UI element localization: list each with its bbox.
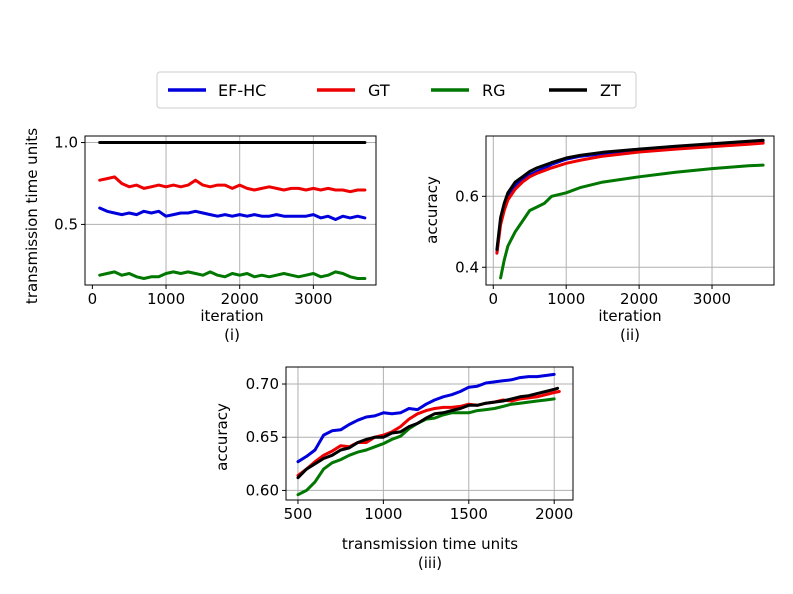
y-tick-label: 0.6: [455, 187, 479, 205]
legend: EF-HC GT RG ZT: [156, 71, 637, 109]
x-tick-label: 0: [489, 290, 499, 308]
y-tick-label: 0.4: [455, 258, 479, 276]
panel-caption: (iii): [418, 554, 442, 572]
legend-entry-gt: GT: [317, 81, 390, 100]
x-tick-label: 1000: [147, 290, 185, 308]
y-tick-label: 0.5: [54, 215, 78, 233]
series-line-gt: [495, 141, 765, 255]
panel-caption: (ii): [620, 326, 640, 344]
y-tick-label: 0.65: [246, 428, 279, 446]
legend-entry-rg: RG: [431, 81, 506, 100]
series-line-gt: [296, 390, 561, 477]
x-tick-label: 2000: [535, 505, 573, 523]
x-tick-label: 0: [88, 290, 98, 308]
y-tick-label: 0.60: [246, 481, 279, 499]
y-axis-label: transmission time units: [23, 128, 41, 304]
x-tick-label: 2000: [620, 290, 658, 308]
y-tick-label: 0.70: [246, 375, 279, 393]
x-axis-label: iteration: [200, 307, 263, 325]
plot-frame: [84, 135, 377, 286]
chart-panel-ii: 0 1000 2000 3000 0.4 0.6: [455, 135, 775, 308]
x-tick-label: 2000: [221, 290, 259, 308]
legend-frame: [156, 71, 637, 109]
x-tick-label: 1000: [547, 290, 585, 308]
legend-entry-ef-hc: EF-HC: [168, 81, 266, 100]
chart-panel-iii: 500 1000 1500 2000 0.60 0.65 0.70: [246, 366, 574, 523]
x-axis-label: transmission time units: [342, 535, 518, 553]
plot-frame: [485, 135, 775, 286]
legend-entry-zt: ZT: [549, 81, 621, 100]
x-axis-label: iteration: [598, 307, 661, 325]
y-tick-label: 1.0: [54, 134, 78, 152]
y-axis-label: accuracy: [213, 403, 231, 471]
x-tick-label: 500: [284, 505, 313, 523]
legend-label: RG: [482, 81, 506, 100]
series-line-gt: [98, 175, 367, 194]
legend-label: ZT: [600, 81, 621, 100]
x-tick-label: 3000: [693, 290, 731, 308]
panel-caption: (i): [224, 326, 240, 344]
plot-frame: [285, 366, 574, 501]
x-tick-label: 1000: [364, 505, 402, 523]
chart-panel-i: 0 1000 2000 3000 0.5 1.0: [54, 134, 377, 308]
series-line-ef-hc: [296, 372, 556, 464]
series-line-ef-hc: [98, 206, 367, 221]
x-tick-label: 3000: [294, 290, 332, 308]
legend-label: EF-HC: [218, 81, 266, 100]
series-line-rg: [499, 163, 765, 280]
y-axis-label: accuracy: [423, 176, 441, 244]
series-line-rg: [98, 270, 367, 280]
legend-label: GT: [368, 81, 390, 100]
x-tick-label: 1500: [450, 505, 488, 523]
series-line-zt: [296, 386, 560, 480]
series-line-zt: [495, 138, 765, 251]
